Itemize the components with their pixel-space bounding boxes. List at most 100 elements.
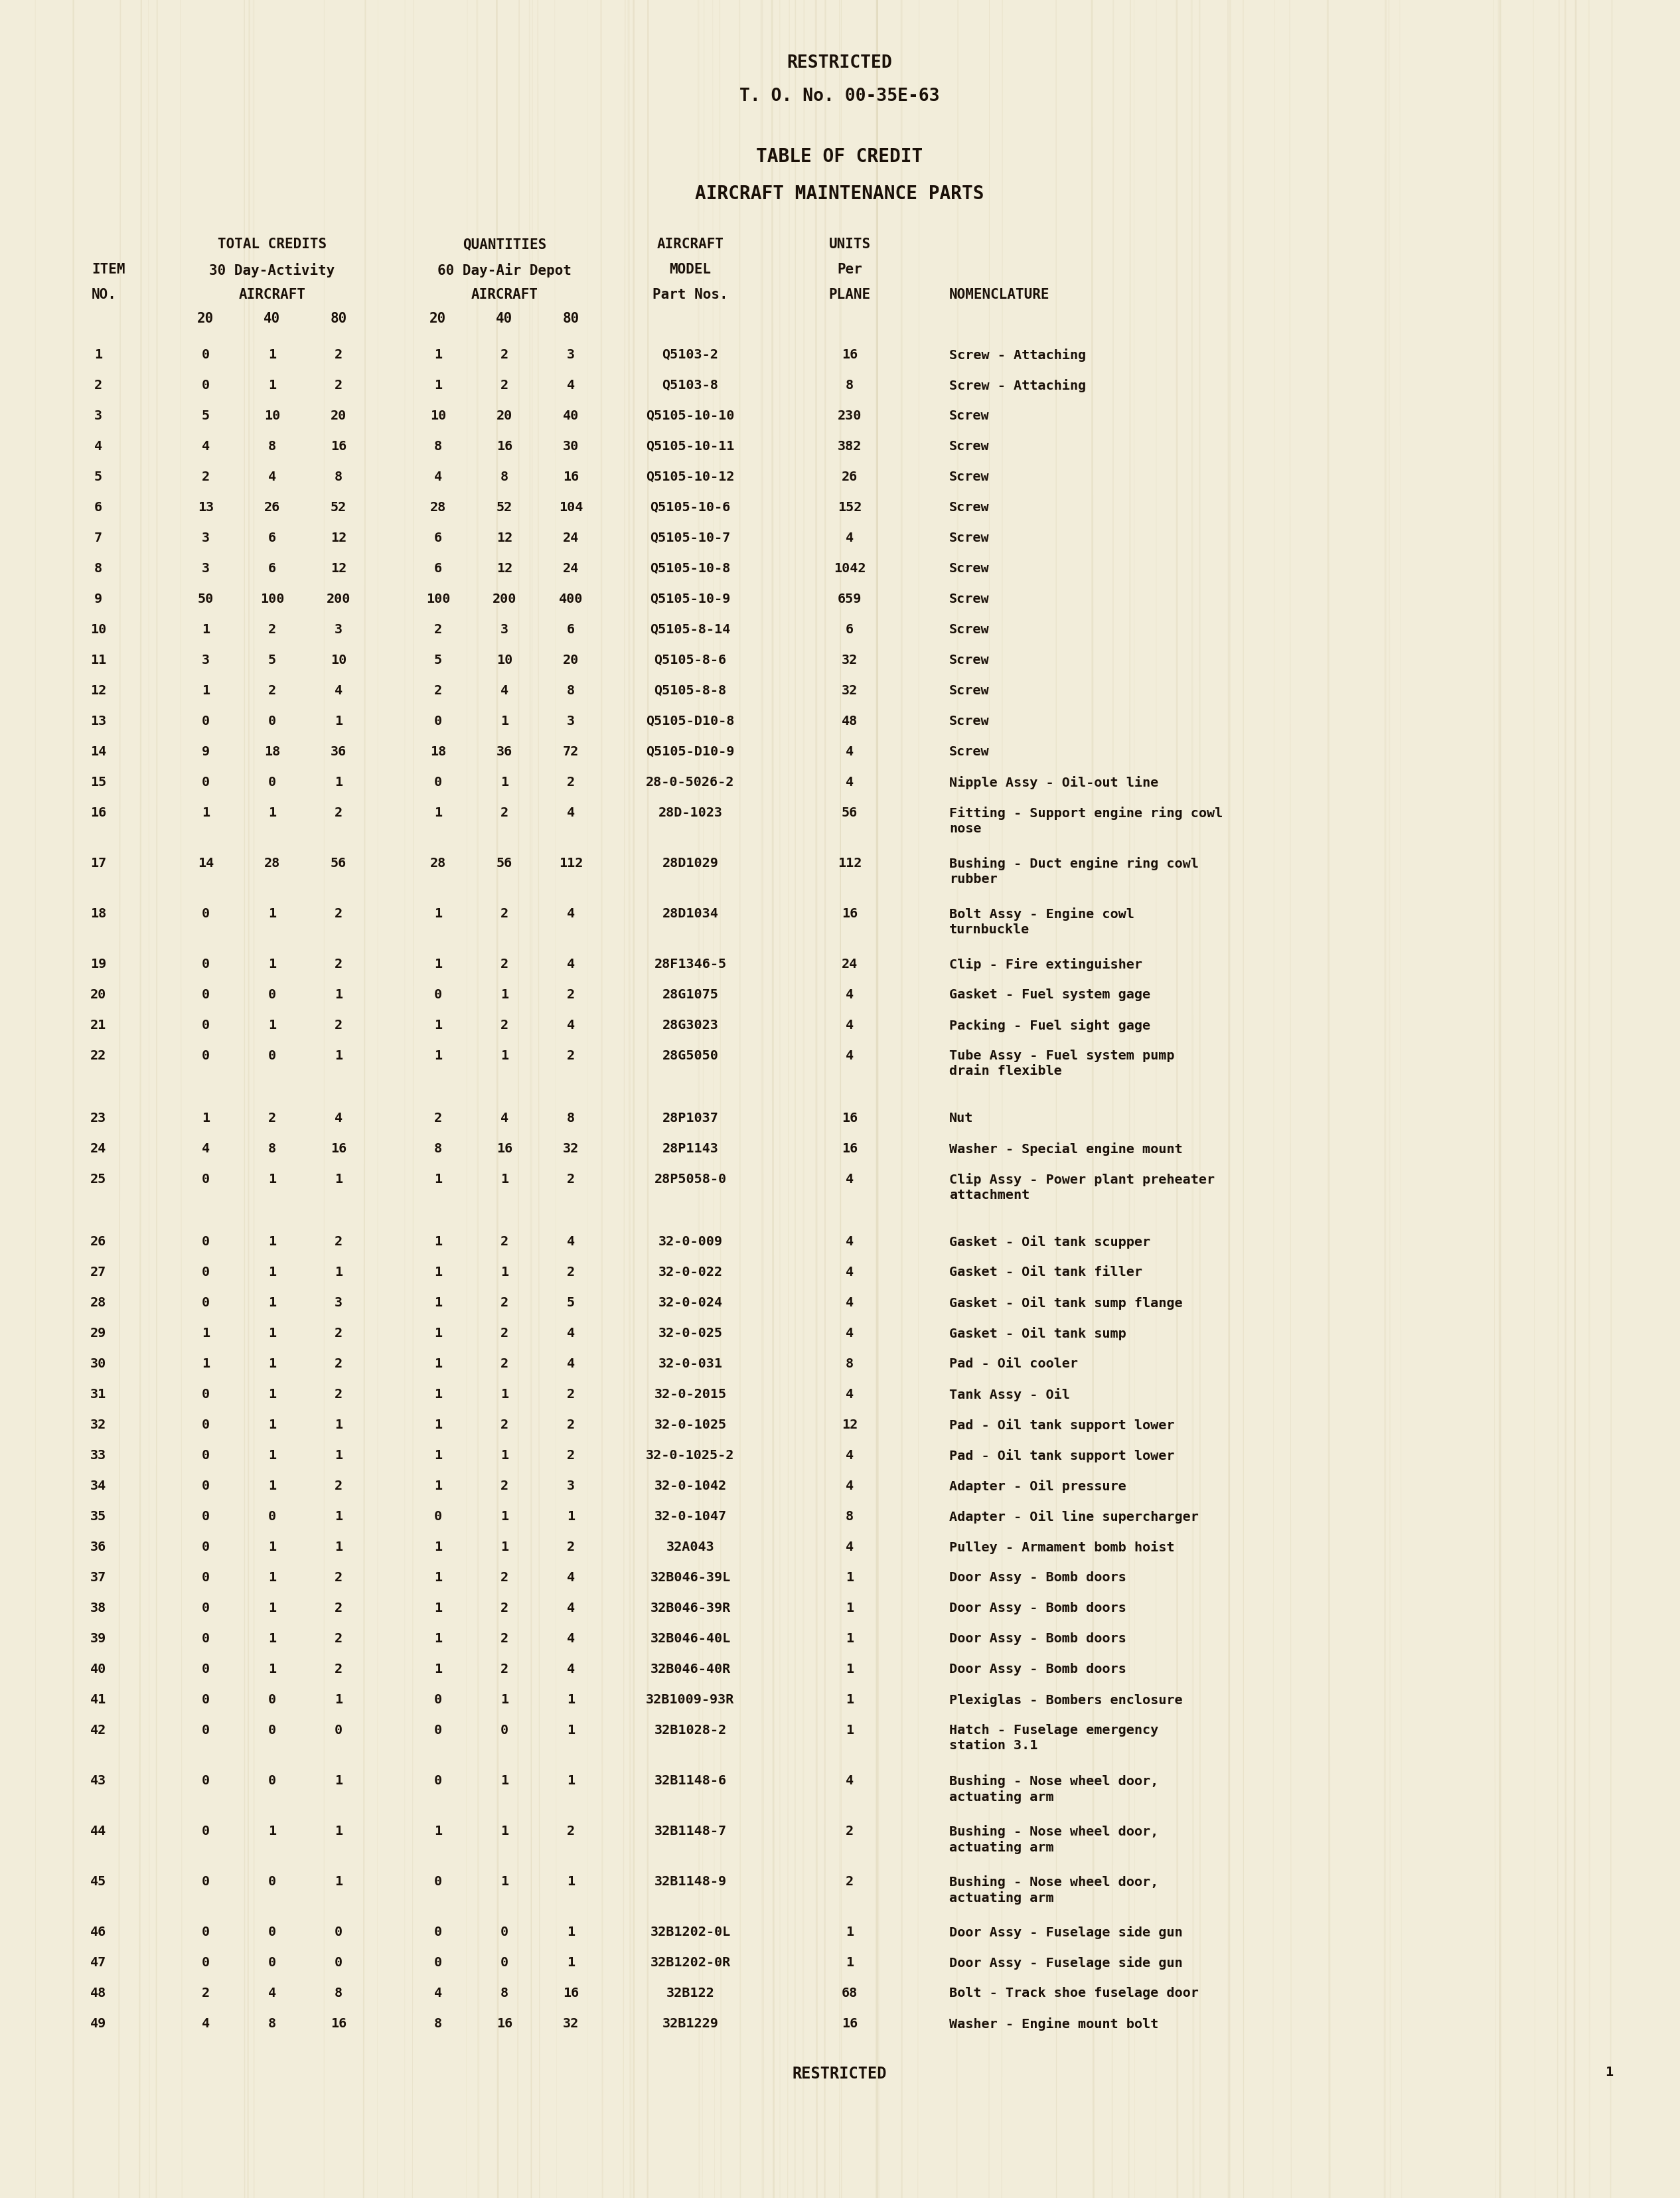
Text: 52: 52 [331, 501, 346, 514]
Text: 20: 20 [430, 312, 447, 325]
Text: 15: 15 [91, 776, 106, 789]
Text: 12: 12 [91, 684, 106, 697]
Text: Fitting - Support engine ring cowl
nose: Fitting - Support engine ring cowl nose [949, 807, 1223, 835]
Text: 1: 1 [269, 1266, 276, 1279]
Text: 20: 20 [197, 312, 213, 325]
Text: 2: 2 [334, 1662, 343, 1675]
Text: Bushing - Duct engine ring cowl
rubber: Bushing - Duct engine ring cowl rubber [949, 857, 1200, 886]
Text: 1: 1 [501, 1448, 509, 1462]
Text: 4: 4 [845, 1048, 853, 1062]
Text: 5: 5 [269, 653, 276, 666]
Text: 0: 0 [202, 989, 210, 1000]
Text: 32-0-2015: 32-0-2015 [654, 1387, 726, 1400]
Text: 0: 0 [501, 1925, 509, 1939]
Text: 32-0-1047: 32-0-1047 [654, 1510, 726, 1523]
Text: 12: 12 [331, 563, 346, 574]
Text: 0: 0 [433, 1723, 442, 1736]
Text: 16: 16 [563, 470, 580, 484]
Text: 1: 1 [334, 1448, 343, 1462]
Text: 30 Day-Activity: 30 Day-Activity [210, 264, 334, 277]
Text: 28G1075: 28G1075 [662, 989, 719, 1000]
Text: 1: 1 [269, 1356, 276, 1369]
Text: 1: 1 [845, 1692, 853, 1706]
Text: 1: 1 [845, 1925, 853, 1939]
Text: 40: 40 [264, 312, 281, 325]
Text: 6: 6 [433, 532, 442, 545]
Text: 4: 4 [845, 1479, 853, 1492]
Text: T. O. No. 00-35E-63: T. O. No. 00-35E-63 [739, 88, 939, 106]
Text: Gasket - Fuel system gage: Gasket - Fuel system gage [949, 989, 1151, 1000]
Text: 48: 48 [842, 714, 858, 728]
Text: 4: 4 [845, 1774, 853, 1787]
Text: Clip - Fire extinguisher: Clip - Fire extinguisher [949, 958, 1142, 972]
Text: Door Assy - Fuselage side gun: Door Assy - Fuselage side gun [949, 1925, 1183, 1939]
Text: 1: 1 [269, 1418, 276, 1431]
Text: 20: 20 [331, 409, 346, 422]
Text: 35: 35 [91, 1510, 106, 1523]
Text: 0: 0 [433, 1956, 442, 1969]
Text: 1: 1 [433, 1048, 442, 1062]
Text: 2: 2 [566, 776, 575, 789]
Text: 1: 1 [433, 1824, 442, 1838]
Text: 1: 1 [334, 776, 343, 789]
Text: 0: 0 [269, 1723, 276, 1736]
Text: 8: 8 [334, 1987, 343, 1998]
Text: 26: 26 [264, 501, 281, 514]
Text: 1: 1 [269, 807, 276, 820]
Text: 0: 0 [202, 378, 210, 391]
Text: 16: 16 [842, 2018, 858, 2029]
Text: 2: 2 [202, 1987, 210, 1998]
Text: Gasket - Oil tank sump: Gasket - Oil tank sump [949, 1328, 1126, 1341]
Text: 0: 0 [433, 776, 442, 789]
Text: 30: 30 [563, 440, 580, 453]
Text: 41: 41 [91, 1692, 106, 1706]
Text: 40: 40 [91, 1662, 106, 1675]
Text: 0: 0 [202, 1692, 210, 1706]
Text: 3: 3 [566, 1479, 575, 1492]
Text: AIRCRAFT: AIRCRAFT [470, 288, 538, 301]
Text: 1: 1 [94, 349, 102, 360]
Text: 4: 4 [202, 2018, 210, 2029]
Text: 30: 30 [91, 1356, 106, 1369]
Text: 5: 5 [433, 653, 442, 666]
Text: 8: 8 [845, 378, 853, 391]
Text: 0: 0 [334, 1925, 343, 1939]
Text: 4: 4 [566, 1662, 575, 1675]
Text: 0: 0 [202, 1541, 210, 1554]
Text: 0: 0 [202, 1418, 210, 1431]
Text: 56: 56 [496, 857, 512, 870]
Text: 2: 2 [501, 1662, 509, 1675]
Text: 2: 2 [334, 378, 343, 391]
Text: 2: 2 [202, 470, 210, 484]
Text: 1: 1 [433, 1631, 442, 1644]
Text: 32B1009-93R: 32B1009-93R [647, 1692, 734, 1706]
Text: 5: 5 [94, 470, 102, 484]
Text: 4: 4 [501, 684, 509, 697]
Text: 0: 0 [433, 1774, 442, 1787]
Text: 0: 0 [433, 1692, 442, 1706]
Text: 28D-1023: 28D-1023 [659, 807, 722, 820]
Text: 46: 46 [91, 1925, 106, 1939]
Text: 32-0-025: 32-0-025 [659, 1328, 722, 1339]
Text: 1: 1 [501, 989, 509, 1000]
Text: 2: 2 [433, 624, 442, 635]
Text: 28: 28 [264, 857, 281, 870]
Text: Hatch - Fuselage emergency
station 3.1: Hatch - Fuselage emergency station 3.1 [949, 1723, 1159, 1752]
Text: 6: 6 [269, 532, 276, 545]
Text: 16: 16 [331, 440, 346, 453]
Text: 20: 20 [91, 989, 106, 1000]
Text: 2: 2 [501, 908, 509, 919]
Text: 0: 0 [202, 1174, 210, 1185]
Text: Screw: Screw [949, 593, 990, 604]
Text: 1: 1 [269, 1174, 276, 1185]
Text: 4: 4 [566, 908, 575, 919]
Text: 12: 12 [331, 532, 346, 545]
Text: 22: 22 [91, 1048, 106, 1062]
Text: 0: 0 [202, 908, 210, 919]
Text: 36: 36 [331, 745, 346, 758]
Text: 2: 2 [334, 1356, 343, 1369]
Text: 10: 10 [264, 409, 281, 422]
Text: Q5105-8-8: Q5105-8-8 [654, 684, 726, 697]
Text: Q5105-10-8: Q5105-10-8 [650, 563, 731, 574]
Text: 2: 2 [501, 1572, 509, 1583]
